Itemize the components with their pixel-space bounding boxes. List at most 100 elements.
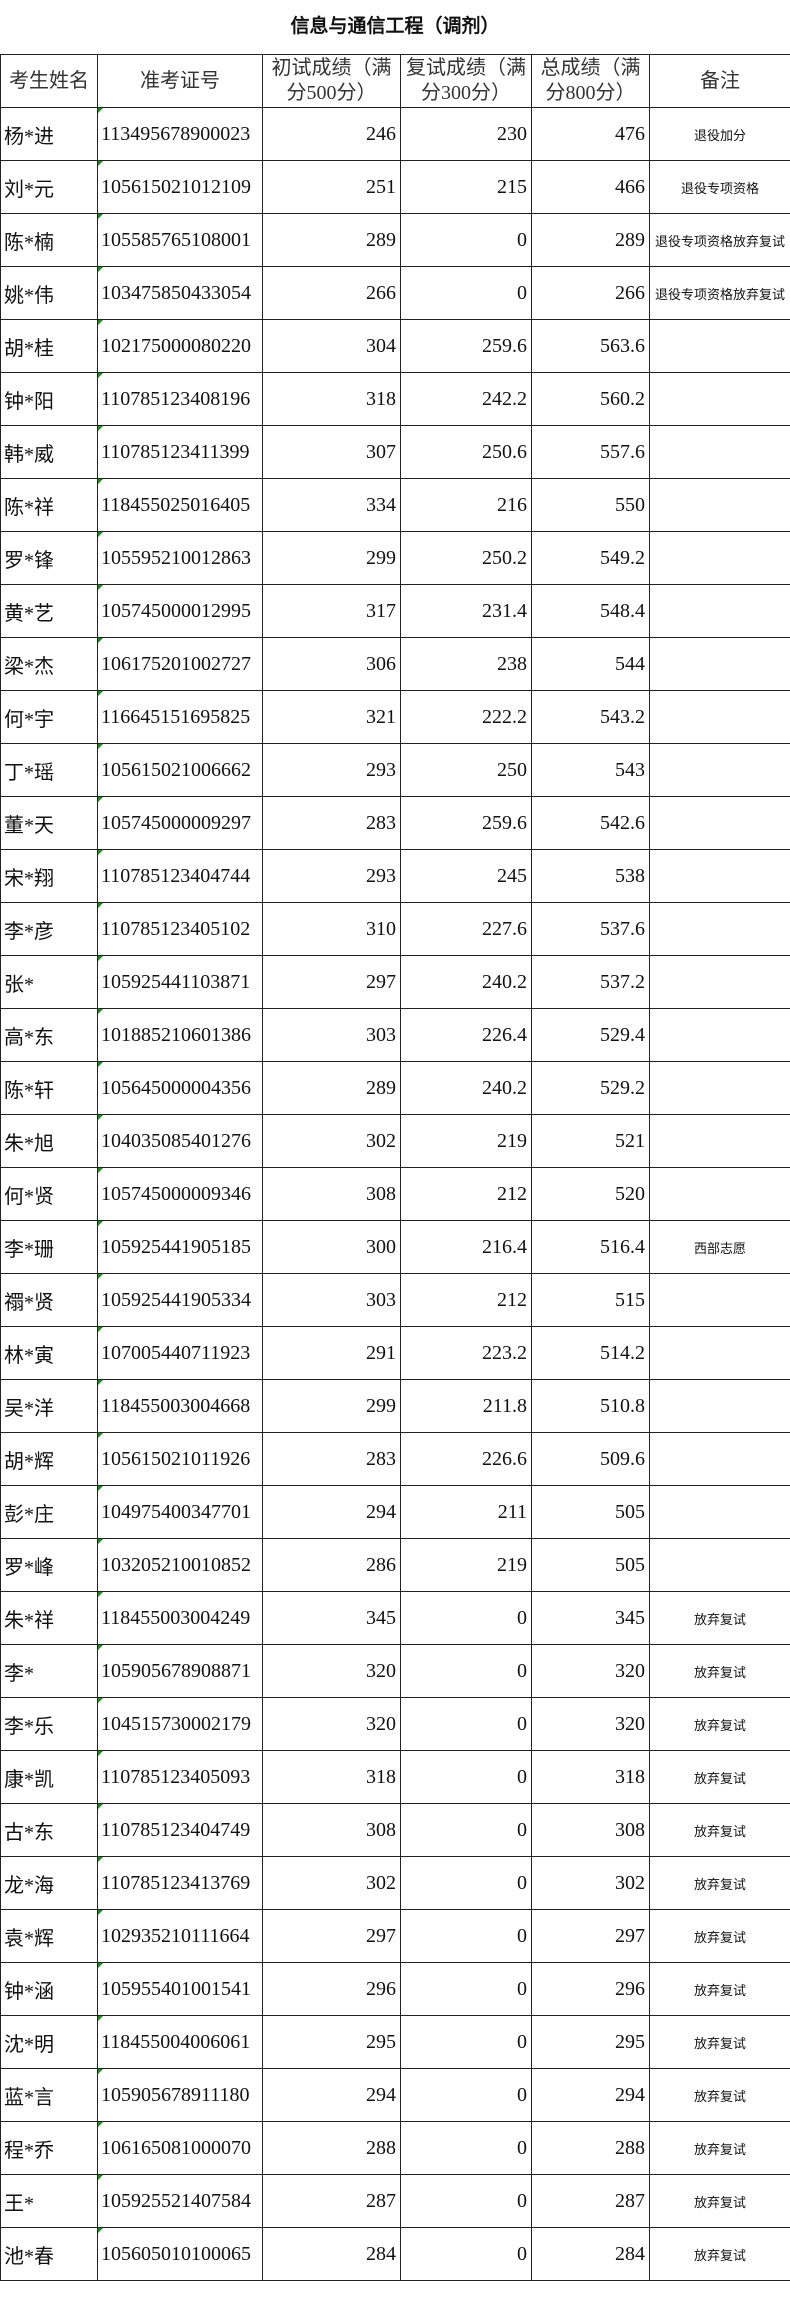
total-score-text: 266	[615, 281, 645, 304]
initial-score-cell: 289	[262, 213, 401, 267]
header-total-score: 总成绩（满分800分）	[531, 54, 650, 108]
name-text: 何*贤	[4, 1185, 54, 1208]
initial-score-text: 286	[366, 1553, 396, 1576]
remark-cell: 退役加分	[649, 107, 790, 161]
exam-id-cell: 110785123413769	[97, 1856, 263, 1910]
retest-score-text: 250.6	[482, 440, 527, 463]
table-row: 李*珊 105925441905185 300 216.4 516.4 西部志愿	[0, 1220, 790, 1274]
total-score-text: 505	[615, 1553, 645, 1576]
initial-score-cell: 302	[262, 1856, 401, 1910]
text-number-indicator-icon	[98, 1698, 103, 1703]
exam-id-cell: 103205210010852	[97, 1538, 263, 1592]
exam-id-cell: 104035085401276	[97, 1114, 263, 1168]
exam-id-cell: 105745000009346	[97, 1167, 263, 1221]
retest-score-text: 0	[517, 1606, 527, 1629]
total-score-text: 560.2	[600, 387, 645, 410]
name-text: 韩*威	[4, 443, 54, 466]
name-cell: 袁*辉	[0, 1909, 98, 1963]
total-score-text: 308	[615, 1818, 645, 1841]
exam-id-cell: 113495678900023	[97, 107, 263, 161]
table-row: 吴*洋 118455003004668 299 211.8 510.8	[0, 1379, 790, 1433]
total-score-cell: 537.6	[531, 902, 650, 956]
exam-id-text: 104035085401276	[101, 1129, 251, 1152]
text-number-indicator-icon	[98, 1168, 103, 1173]
text-number-indicator-icon	[98, 2069, 103, 2074]
remark-cell	[649, 531, 790, 585]
remark-cell: 放弃复试	[649, 2174, 790, 2228]
total-score-cell: 289	[531, 213, 650, 267]
name-cell: 梁*杰	[0, 637, 98, 691]
initial-score-text: 293	[366, 758, 396, 781]
initial-score-cell: 294	[262, 2068, 401, 2122]
exam-id-text: 105925441103871	[101, 970, 251, 993]
name-text: 钟*阳	[4, 390, 54, 413]
remark-cell: 退役专项资格放弃复试	[649, 266, 790, 320]
retest-score-cell: 0	[400, 1962, 532, 2016]
name-cell: 罗*峰	[0, 1538, 98, 1592]
retest-score-cell: 242.2	[400, 372, 532, 426]
table-row: 禤*贤 105925441905334 303 212 515	[0, 1273, 790, 1327]
total-score-text: 515	[615, 1288, 645, 1311]
name-cell: 钟*阳	[0, 372, 98, 426]
exam-id-cell: 105925441905185	[97, 1220, 263, 1274]
total-score-text: 537.6	[600, 917, 645, 940]
exam-id-text: 106175201002727	[101, 652, 251, 675]
total-score-text: 302	[615, 1871, 645, 1894]
remark-cell: 放弃复试	[649, 1856, 790, 1910]
remark-cell: 放弃复试	[649, 2227, 790, 2281]
exam-id-cell: 105615021006662	[97, 743, 263, 797]
initial-score-text: 294	[366, 2083, 396, 2106]
total-score-text: 288	[615, 2136, 645, 2159]
total-score-text: 543	[615, 758, 645, 781]
table-row: 彭*庄 104975400347701 294 211 505	[0, 1485, 790, 1539]
total-score-cell: 505	[531, 1538, 650, 1592]
remark-cell	[649, 955, 790, 1009]
total-score-cell: 466	[531, 160, 650, 214]
total-score-text: 549.2	[600, 546, 645, 569]
remark-cell: 放弃复试	[649, 1750, 790, 1804]
total-score-cell: 521	[531, 1114, 650, 1168]
name-cell: 朱*旭	[0, 1114, 98, 1168]
retest-score-cell: 0	[400, 1856, 532, 1910]
name-text: 罗*峰	[4, 1556, 54, 1579]
initial-score-cell: 297	[262, 1909, 401, 1963]
retest-score-cell: 226.6	[400, 1432, 532, 1486]
name-text: 林*寅	[4, 1344, 54, 1367]
total-score-cell: 520	[531, 1167, 650, 1221]
text-number-indicator-icon	[98, 1327, 103, 1332]
initial-score-text: 266	[366, 281, 396, 304]
initial-score-text: 306	[366, 652, 396, 675]
exam-id-cell: 105605010100065	[97, 2227, 263, 2281]
name-text: 禤*贤	[4, 1291, 54, 1314]
initial-score-text: 297	[366, 1924, 396, 1947]
remark-cell	[649, 902, 790, 956]
name-cell: 吴*洋	[0, 1379, 98, 1433]
exam-id-text: 105595210012863	[101, 546, 251, 569]
text-number-indicator-icon	[98, 426, 103, 431]
name-text: 吴*洋	[4, 1397, 54, 1420]
exam-id-text: 104975400347701	[101, 1500, 251, 1523]
table-row: 陈*楠 105585765108001 289 0 289 退役专项资格放弃复试	[0, 213, 790, 267]
total-score-text: 542.6	[600, 811, 645, 834]
exam-id-cell: 105615021011926	[97, 1432, 263, 1486]
name-cell: 沈*明	[0, 2015, 98, 2069]
initial-score-text: 321	[366, 705, 396, 728]
remark-cell: 退役专项资格放弃复试	[649, 213, 790, 267]
text-number-indicator-icon	[98, 108, 103, 113]
initial-score-cell: 289	[262, 1061, 401, 1115]
initial-score-cell: 318	[262, 1750, 401, 1804]
name-text: 胡*桂	[4, 337, 54, 360]
text-number-indicator-icon	[98, 744, 103, 749]
exam-id-text: 105615021011926	[101, 1447, 251, 1470]
exam-id-text: 102935210111664	[101, 1924, 250, 1947]
total-score-cell: 542.6	[531, 796, 650, 850]
text-number-indicator-icon	[98, 1486, 103, 1491]
remark-cell: 放弃复试	[649, 1803, 790, 1857]
total-score-text: 557.6	[600, 440, 645, 463]
retest-score-cell: 0	[400, 1803, 532, 1857]
initial-score-cell: 307	[262, 425, 401, 479]
total-score-cell: 345	[531, 1591, 650, 1645]
text-number-indicator-icon	[98, 1963, 103, 1968]
exam-id-text: 110785123404744	[101, 864, 251, 887]
exam-id-cell: 105745000009297	[97, 796, 263, 850]
